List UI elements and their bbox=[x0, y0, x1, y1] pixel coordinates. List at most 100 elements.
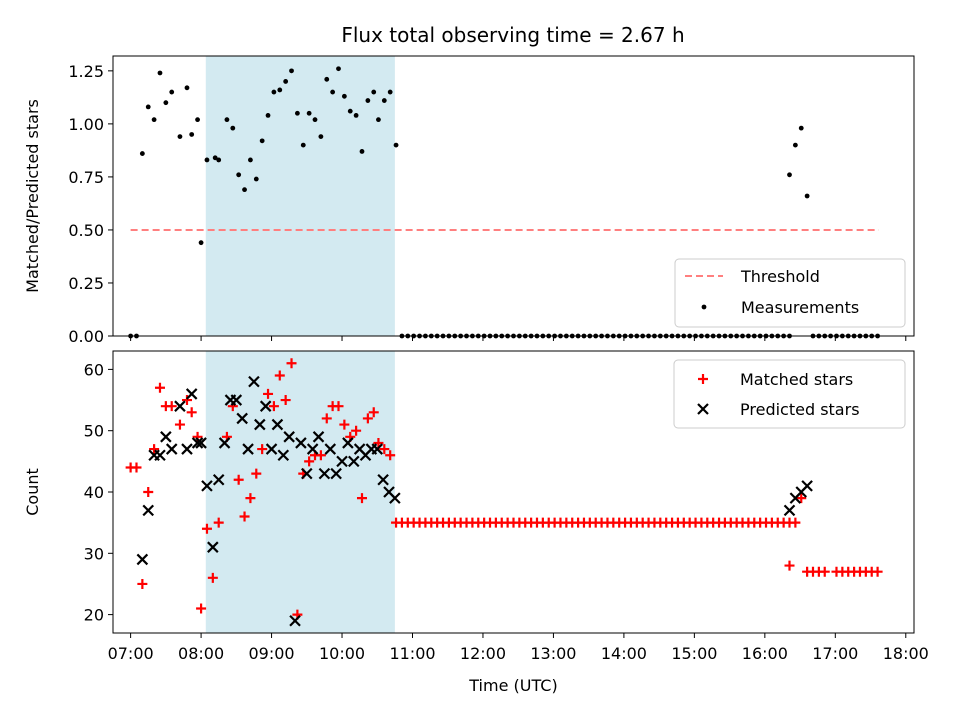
measurement-point bbox=[324, 76, 330, 82]
predicted-star-point bbox=[191, 437, 204, 449]
x-tick-label: 15:00 bbox=[671, 644, 717, 663]
matched-star-point bbox=[790, 517, 801, 528]
measurement-point bbox=[312, 117, 318, 123]
measurement-point bbox=[359, 149, 365, 154]
matched-star-point bbox=[368, 407, 379, 418]
measurement-point bbox=[283, 79, 289, 84]
measurement-point bbox=[253, 176, 259, 182]
matched-star-point bbox=[174, 419, 185, 430]
matched-star-point bbox=[286, 358, 297, 369]
measurement-point bbox=[230, 125, 236, 131]
matched-star-point bbox=[166, 401, 177, 412]
measurement-point bbox=[271, 89, 277, 95]
legend-matched-label: Matched stars bbox=[740, 370, 853, 389]
measurement-point bbox=[198, 240, 204, 246]
measurement-point bbox=[393, 142, 399, 148]
predicted-star-point bbox=[218, 437, 231, 449]
y-tick-label: 30 bbox=[84, 544, 104, 563]
x-tick-label: 17:00 bbox=[812, 644, 858, 663]
predicted-star-point bbox=[801, 480, 813, 492]
predicted-star-point bbox=[242, 443, 254, 455]
measurement-point bbox=[792, 142, 798, 148]
predicted-star-point bbox=[195, 437, 207, 449]
predicted-star-point bbox=[377, 473, 389, 486]
matched-star-point bbox=[181, 395, 192, 406]
y-tick-label: 1.25 bbox=[68, 62, 104, 81]
highlight-span bbox=[205, 56, 395, 336]
predicted-star-point bbox=[212, 473, 225, 486]
matched-star-point bbox=[143, 487, 154, 497]
x-tick-label: 07:00 bbox=[108, 644, 154, 663]
predicted-star-point bbox=[347, 455, 360, 468]
measurement-point bbox=[248, 157, 253, 163]
predicted-star-point bbox=[181, 443, 193, 455]
x-tick-label: 13:00 bbox=[530, 644, 576, 663]
predicted-star-point bbox=[271, 418, 284, 431]
predicted-star-point bbox=[783, 504, 796, 517]
measurement-point bbox=[289, 68, 294, 74]
top-plot: 0.00 0.25 0.50 0.75 1.00 1.25 Matched/Predicte… bbox=[23, 55, 915, 346]
matched-star-point bbox=[872, 566, 883, 577]
legend-threshold-label: Threshold bbox=[740, 267, 820, 286]
y-tick-label: 50 bbox=[84, 422, 104, 441]
measurement-point bbox=[376, 117, 381, 123]
measurement-point bbox=[139, 151, 145, 156]
measurement-point bbox=[236, 172, 242, 178]
measurement-point bbox=[145, 104, 151, 110]
matched-star-point bbox=[233, 474, 244, 485]
predicted-star-point bbox=[248, 375, 260, 388]
matched-star-point bbox=[373, 437, 384, 448]
matched-star-point bbox=[268, 401, 279, 412]
matched-star-point bbox=[315, 450, 326, 461]
y-tick-label: 0.00 bbox=[68, 327, 104, 346]
predicted-star-point bbox=[142, 504, 155, 517]
measurement-point bbox=[804, 193, 810, 199]
predicted-star-point bbox=[330, 467, 342, 480]
predicted-star-point bbox=[306, 443, 319, 455]
matched-star-point bbox=[239, 511, 250, 522]
predicted-star-point bbox=[295, 437, 307, 449]
bottom-plot: 20 30 40 50 60 07:00 08:00 09:00 10:00 11:00 12:00… bbox=[23, 350, 929, 695]
x-axis-label: Time (UTC) bbox=[468, 676, 557, 695]
matched-star-point bbox=[196, 603, 207, 614]
legend-box bbox=[674, 258, 906, 328]
matched-star-point bbox=[304, 456, 315, 467]
predicted-star-point bbox=[165, 443, 178, 455]
matched-star-point bbox=[385, 450, 396, 461]
predicted-star-point bbox=[318, 467, 331, 480]
matched-star-point bbox=[333, 401, 344, 412]
measurement-point bbox=[204, 157, 210, 163]
y-tick-label: 1.00 bbox=[68, 115, 104, 134]
predicted-star-point bbox=[174, 400, 186, 412]
measurement-point bbox=[365, 98, 371, 103]
y-axis-label: Matched/Predicted stars bbox=[23, 99, 42, 293]
measurement-point bbox=[259, 138, 265, 144]
x-tick-label: 12:00 bbox=[460, 644, 506, 663]
y-axis-label: Count bbox=[23, 468, 42, 516]
matched-star-point bbox=[251, 468, 262, 479]
predicted-star-point bbox=[230, 394, 243, 406]
plot-frame bbox=[112, 55, 915, 337]
predicted-star-point bbox=[277, 449, 290, 461]
measurement-point bbox=[300, 142, 306, 148]
matched-star-point bbox=[201, 523, 212, 534]
matched-star-point bbox=[356, 493, 367, 504]
matched-star-point bbox=[213, 517, 224, 528]
measurement-point bbox=[787, 172, 792, 178]
matched-star-point bbox=[351, 425, 362, 436]
matched-star-point bbox=[257, 444, 268, 455]
predicted-star-point bbox=[207, 541, 219, 553]
highlight-span bbox=[205, 351, 395, 633]
predicted-star-point bbox=[301, 467, 313, 480]
measurement-point bbox=[242, 187, 247, 193]
y-tick-label: 0.25 bbox=[68, 274, 104, 293]
predicted-star-point bbox=[336, 455, 348, 468]
measurement-point bbox=[265, 112, 271, 118]
measurement-point bbox=[212, 155, 218, 161]
measurement-point bbox=[163, 100, 169, 106]
measurement-point bbox=[347, 108, 353, 114]
y-tick-label: 0.75 bbox=[68, 168, 104, 187]
x-tick-label: 16:00 bbox=[742, 644, 788, 663]
measurement-point bbox=[157, 70, 163, 76]
